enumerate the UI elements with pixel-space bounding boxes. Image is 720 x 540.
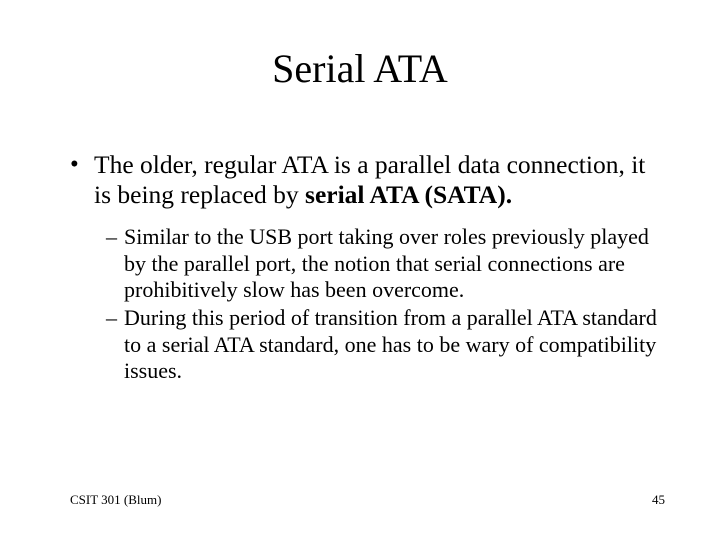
- slide-title: Serial ATA: [0, 45, 720, 92]
- slide-number: 45: [652, 492, 665, 508]
- slide-body: The older, regular ATA is a parallel dat…: [70, 150, 660, 387]
- slide: Serial ATA The older, regular ATA is a p…: [0, 0, 720, 540]
- bullet-level2-a: Similar to the USB port taking over role…: [106, 224, 660, 303]
- footer-left: CSIT 301 (Blum): [70, 492, 162, 508]
- bullet-level2-b: During this period of transition from a …: [106, 305, 660, 384]
- bullet-level1: The older, regular ATA is a parallel dat…: [70, 150, 660, 210]
- bullet-l1-bold: serial ATA (SATA).: [305, 180, 512, 209]
